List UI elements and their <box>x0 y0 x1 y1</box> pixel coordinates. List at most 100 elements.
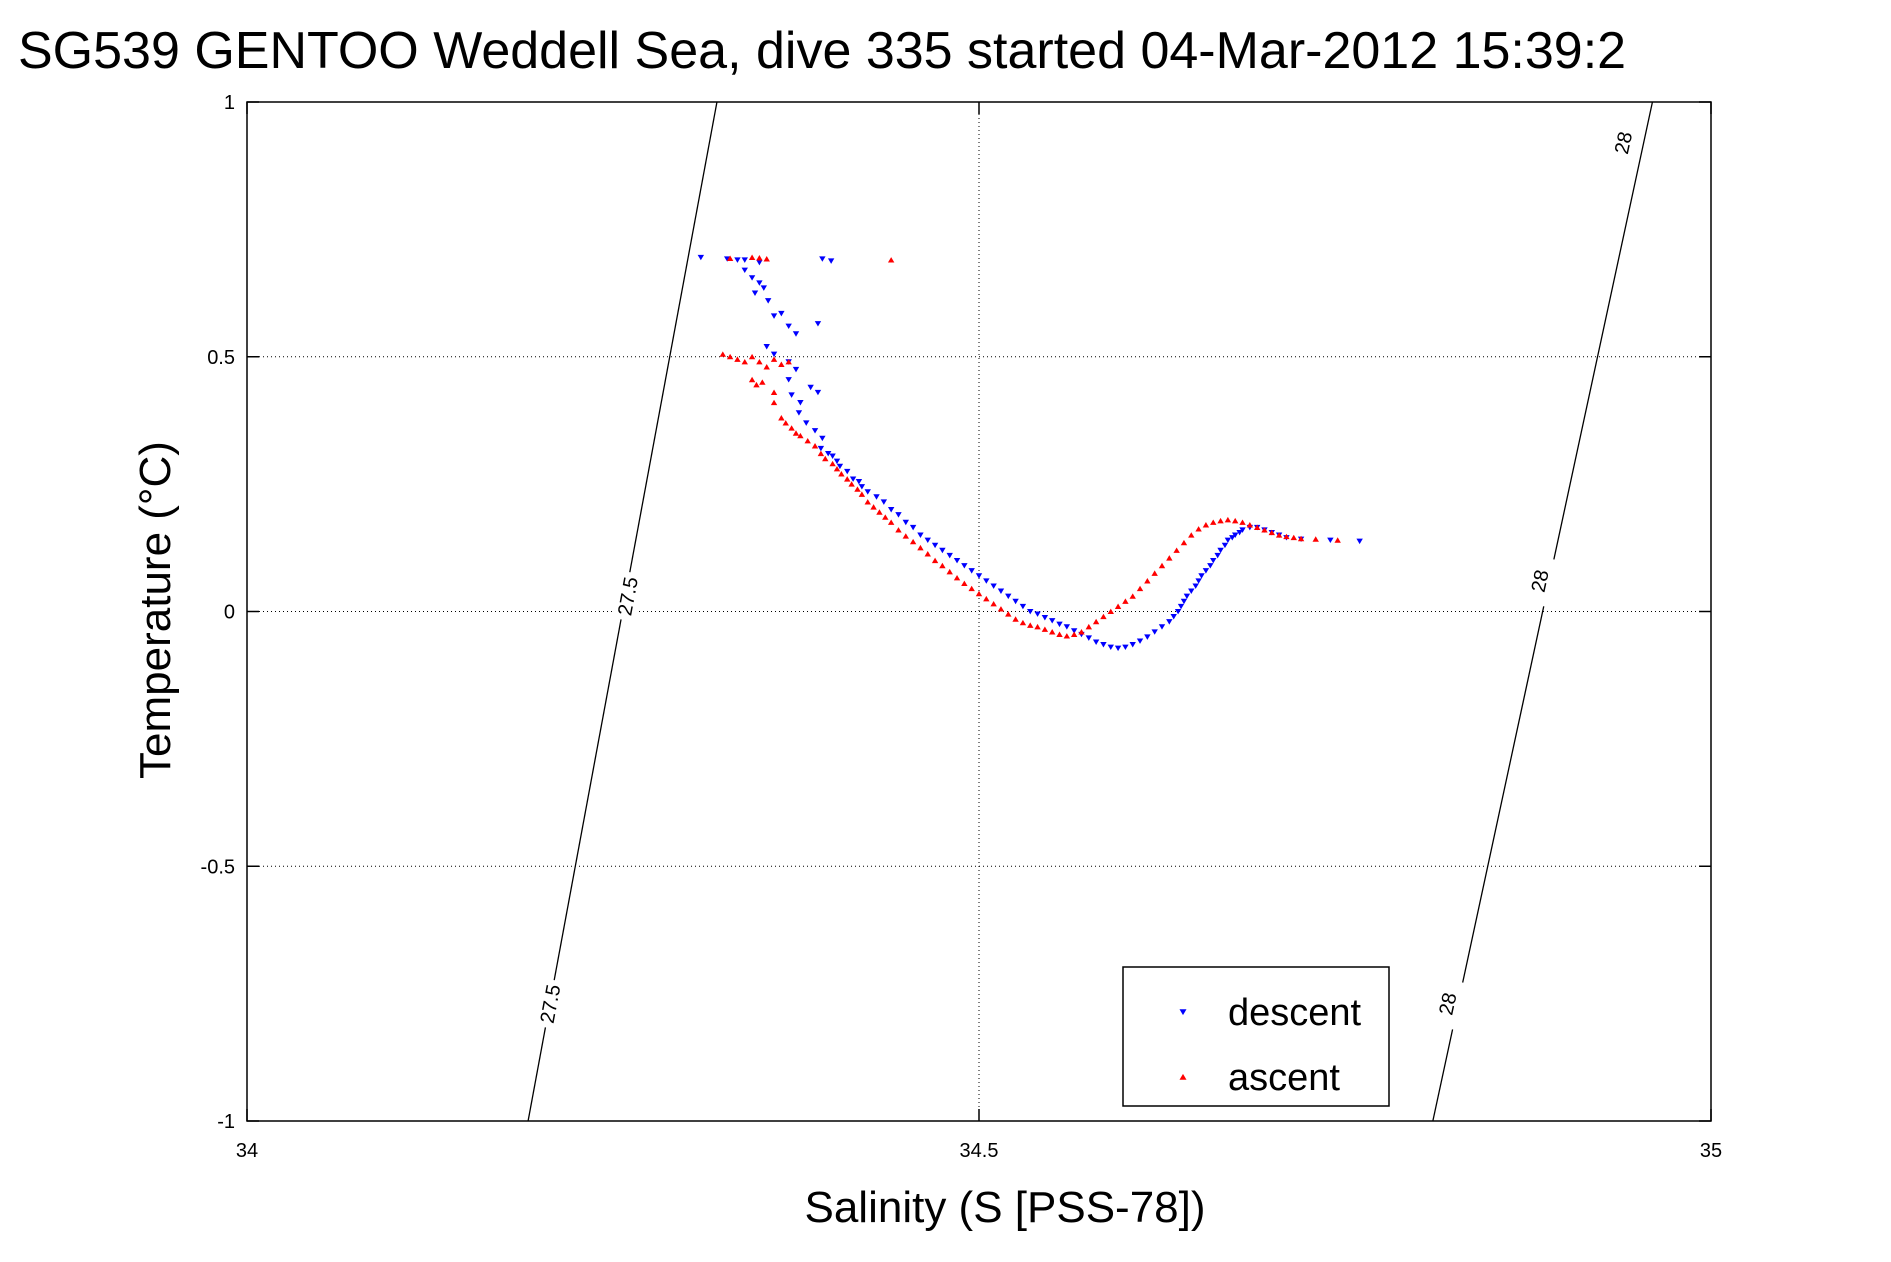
descent-point <box>723 256 731 262</box>
descent-point <box>829 453 836 459</box>
chart-title: SG539 GENTOO Weddell Sea, dive 335 start… <box>18 22 1626 80</box>
ascent-point <box>887 257 895 263</box>
ascent-point <box>838 471 845 477</box>
y-tick-label: -1 <box>217 1111 235 1133</box>
ascent-point <box>1202 522 1210 528</box>
ascent-point <box>909 538 917 545</box>
ascent-point <box>1114 603 1122 609</box>
descent-point <box>827 258 835 264</box>
descent-point <box>1056 621 1063 628</box>
descent-point <box>1070 628 1078 634</box>
descent-point <box>814 321 822 327</box>
isopycnal-label: 28 <box>1435 991 1461 1017</box>
descent-point <box>770 313 778 319</box>
ascent-point <box>804 437 811 444</box>
descent-point <box>833 458 841 465</box>
ascent-point <box>782 420 789 426</box>
descent-point <box>797 400 804 406</box>
ascent-point <box>1275 532 1283 538</box>
ascent-point <box>1012 616 1019 622</box>
ascent-point <box>1334 537 1341 543</box>
descent-point <box>1192 583 1199 589</box>
descent-point <box>939 547 946 554</box>
x-tick-label: 35 <box>1700 1140 1722 1162</box>
descent-point <box>1151 629 1158 635</box>
isopycnal-label-bg <box>1430 977 1465 1030</box>
y-tick-label: 0 <box>224 602 235 624</box>
ascent-point <box>990 600 997 607</box>
ascent-point <box>1122 598 1129 604</box>
ascent-point <box>983 595 990 602</box>
isopycnal-label-bg <box>1606 116 1640 169</box>
y-tick-label: 1 <box>224 92 235 114</box>
ascent-point <box>1107 608 1114 615</box>
descent-point <box>873 494 880 500</box>
ascent-point <box>1078 629 1085 635</box>
ascent-point <box>1290 534 1297 541</box>
descent-point <box>1063 624 1071 630</box>
ascent-point <box>1063 633 1071 639</box>
ascent-point <box>924 551 931 557</box>
ascent-point <box>1180 539 1188 546</box>
descent-point <box>1198 573 1205 579</box>
ascent-point <box>1261 527 1268 533</box>
descent-point <box>887 507 895 513</box>
descent-point <box>1041 615 1049 621</box>
ascent-point <box>1027 622 1034 628</box>
descent-point <box>1166 619 1173 625</box>
isopycnal-label: 28 <box>1528 568 1554 594</box>
descent-point <box>1034 611 1041 617</box>
descent-point <box>1114 645 1122 652</box>
ascent-point <box>1049 629 1056 635</box>
ascent-point <box>1246 522 1254 528</box>
ascent-point <box>854 486 861 492</box>
ascent-point <box>931 557 939 564</box>
descent-point <box>817 445 825 452</box>
descent-point <box>814 389 822 396</box>
descent-point <box>819 435 826 442</box>
ascent-point <box>1217 517 1224 524</box>
ascent-point <box>1129 593 1136 599</box>
legend-marker-descent <box>1179 1009 1187 1016</box>
descent-point <box>1210 557 1217 564</box>
ascent-point <box>778 415 785 421</box>
descent-point <box>1085 635 1092 641</box>
descent-point <box>1214 552 1221 559</box>
ascent-point <box>770 389 778 395</box>
x-axis-label: Salinity (S [PSS-78]) <box>804 1183 1205 1232</box>
descent-point <box>1188 588 1195 594</box>
descent-point <box>849 476 857 482</box>
x-tick-label: 34.5 <box>960 1140 999 1162</box>
ascent-point <box>1092 618 1100 625</box>
descent-point <box>836 463 844 470</box>
descent-point <box>909 524 917 531</box>
ascent-point <box>741 358 748 365</box>
legend-label-descent: descent <box>1228 992 1362 1034</box>
ascent-point <box>734 356 741 362</box>
descent-point <box>1144 634 1151 640</box>
ascent-point <box>1070 631 1078 637</box>
descent-point <box>855 479 863 485</box>
descent-point <box>864 489 871 495</box>
descent-point <box>741 267 748 274</box>
ascent-point <box>968 585 975 592</box>
descent-point <box>880 499 888 505</box>
descent-point <box>1049 618 1056 624</box>
descent-point <box>803 420 810 426</box>
descent-point <box>990 583 997 589</box>
descent-point <box>792 366 800 373</box>
ascent-point <box>1019 619 1027 626</box>
ascent-point <box>864 499 871 505</box>
ascent-point <box>1041 626 1049 632</box>
ascent-point <box>946 568 953 575</box>
y-tick-label: 0.5 <box>207 347 235 369</box>
ascent-point <box>939 562 946 569</box>
descent-point <box>1183 593 1191 600</box>
descent-point <box>1229 535 1236 541</box>
ascent-point <box>763 256 770 262</box>
descent-point <box>997 588 1005 594</box>
ascent-point <box>748 353 756 360</box>
descent-point <box>1232 532 1239 538</box>
ascent-point <box>759 379 766 385</box>
